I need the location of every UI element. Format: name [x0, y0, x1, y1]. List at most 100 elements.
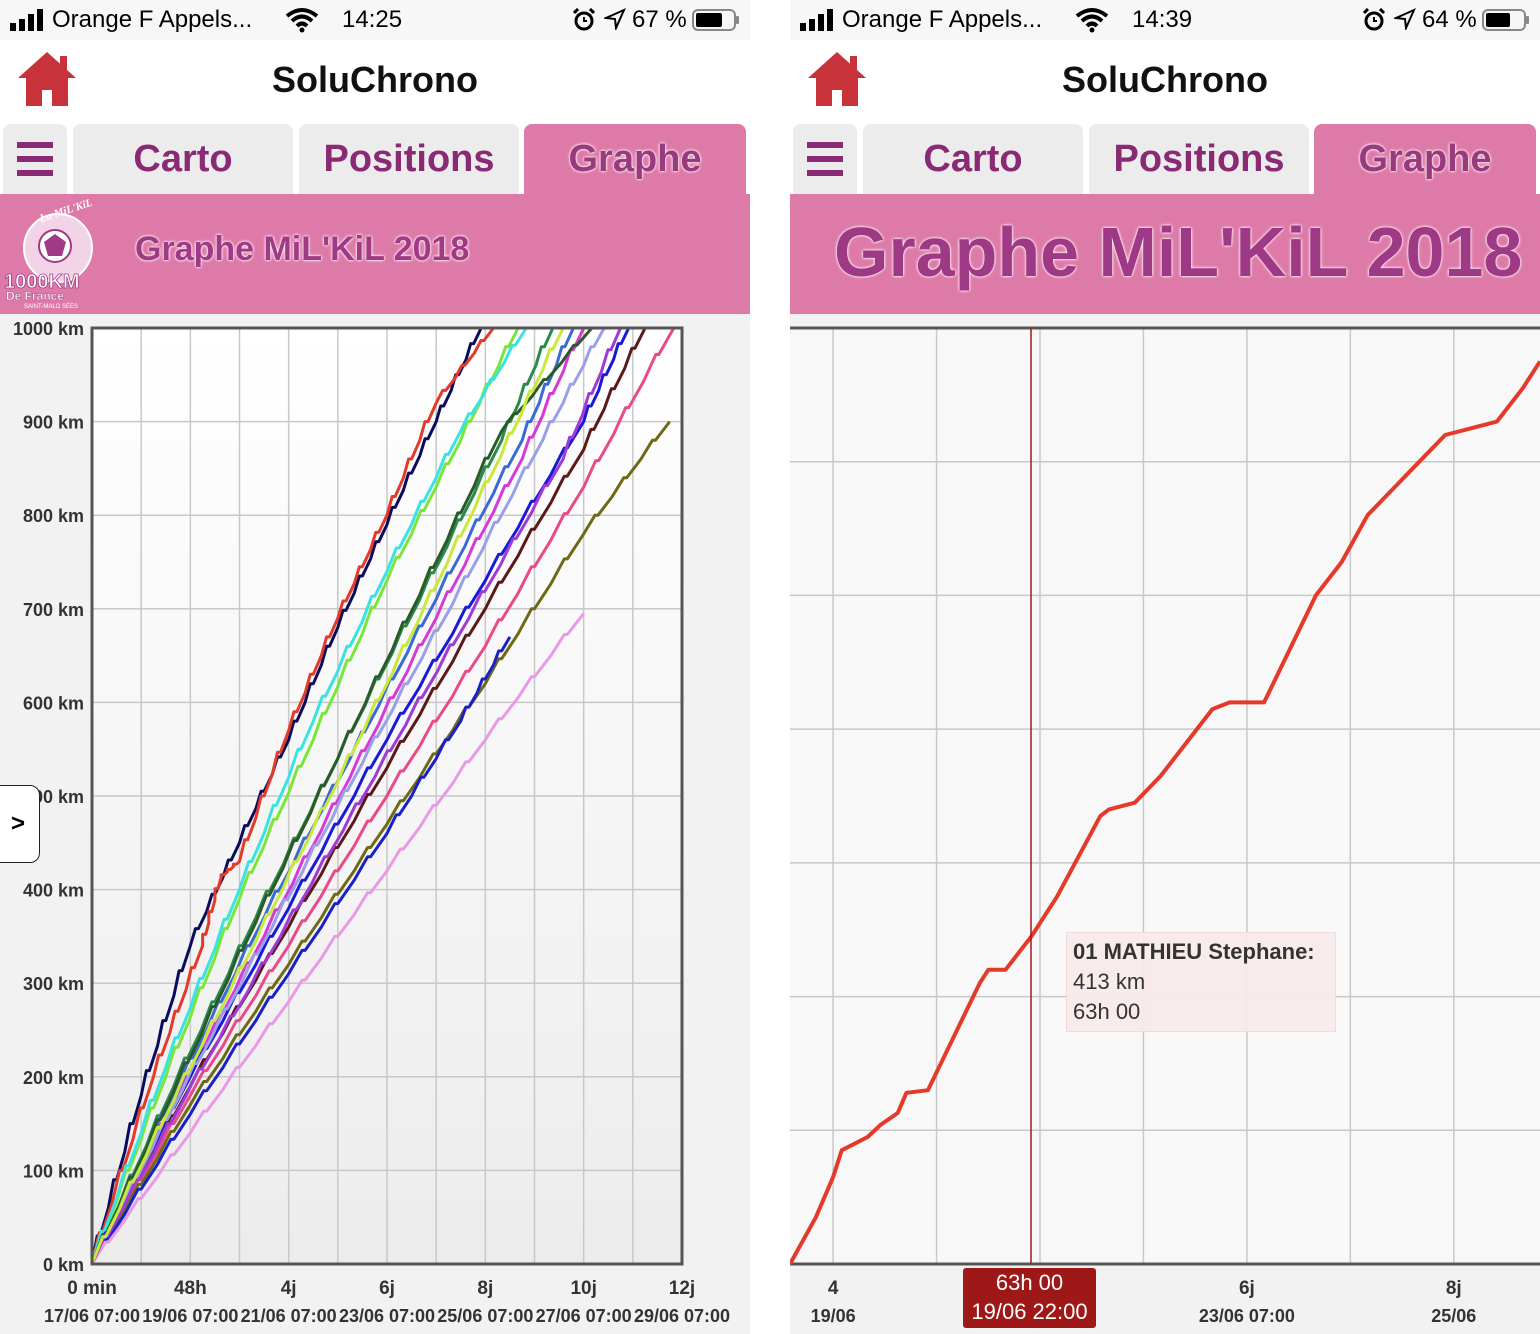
series-line	[90, 636, 512, 1265]
menu-button[interactable]	[793, 124, 857, 194]
page-title: Graphe MiL'KiL 2018	[135, 230, 470, 268]
y-tick-label: 0 km	[43, 1255, 84, 1275]
hamburger-menu-icon	[807, 142, 843, 176]
y-tick-label: 700 km	[23, 600, 84, 620]
status-bar: Orange F Appels... 14:39 64 %	[790, 0, 1540, 40]
crosshair-time-label: 63h 00 19/06 22:00	[963, 1268, 1096, 1328]
panel-toggle-button[interactable]: >	[0, 785, 40, 863]
y-tick-label: 900 km	[23, 413, 84, 433]
x-tick-label: 10j	[570, 1278, 596, 1299]
hamburger-menu-icon	[17, 142, 53, 176]
clock-time: 14:25	[342, 6, 403, 33]
app-header: SoluChrono	[0, 40, 750, 120]
tooltip-time: 63h 00	[1073, 999, 1141, 1024]
plot-border	[90, 326, 684, 1266]
app-header: SoluChrono	[790, 40, 1540, 120]
home-icon[interactable]	[806, 50, 868, 108]
location-arrow-icon	[604, 8, 626, 30]
page-title: Graphe MiL'KiL 2018	[834, 213, 1523, 291]
crosshair-datetime: 19/06 22:00	[971, 1299, 1088, 1324]
tooltip-runner-name: 01 MATHIEU Stephane:	[1073, 939, 1315, 964]
y-tick-label: 300 km	[23, 974, 84, 994]
x-tick-label: 0 min	[67, 1278, 117, 1299]
series-line	[790, 360, 1540, 1265]
battery-icon	[1482, 9, 1529, 31]
y-tick-label: 400 km	[23, 881, 84, 901]
x-tick-date-label: 21/06 07:00	[241, 1306, 337, 1326]
tab-graphe[interactable]: Graphe	[1314, 124, 1536, 194]
x-tick-date-label: 29/06 07:00	[634, 1306, 730, 1326]
signal-icon	[800, 9, 833, 31]
tooltip-distance: 413 km	[1073, 969, 1146, 994]
page-banner: 1000KM De France Graphe MiL'KiL 2018	[790, 194, 1540, 314]
x-tick-label: 48h	[174, 1278, 207, 1299]
series-line	[90, 327, 528, 1265]
series-line	[90, 327, 606, 1265]
app-title: SoluChrono	[272, 59, 478, 100]
series-line	[90, 327, 520, 1265]
chart-area: 0 km 100 km 200 km 300 km 400 km 500 km 600 km…	[0, 314, 750, 1334]
x-tick-label: 6j	[1239, 1278, 1255, 1299]
battery-percent: 64 %	[1422, 6, 1477, 33]
plot-background	[790, 328, 1540, 1264]
tab-bar: Carto Positions Graphe	[0, 120, 750, 194]
x-tick-date-label: 23/06 07:00	[1199, 1306, 1295, 1326]
home-icon[interactable]	[16, 50, 78, 108]
location-arrow-icon	[1394, 8, 1416, 30]
milkil-logo: 1000KM De France	[790, 196, 810, 312]
tab-carto[interactable]: Carto	[73, 124, 293, 194]
svg-text:De France: De France	[6, 289, 64, 303]
alarm-icon	[1362, 8, 1386, 31]
series-line	[90, 327, 622, 1265]
crosshair-elapsed: 63h 00	[995, 1270, 1064, 1295]
milkil-logo: La MiL'KiL 1000KM De France SAINT-MALO S…	[4, 197, 95, 310]
series-line	[90, 420, 671, 1265]
series-line	[90, 327, 676, 1265]
x-tick-date-label: 17/06 07:00	[44, 1306, 140, 1326]
svg-text:1000KM: 1000KM	[4, 271, 80, 293]
y-tick-label: 200 km	[23, 1068, 84, 1088]
phone-screen-detail: Orange F Appels... 14:39 64 % SoluChrono…	[790, 0, 1540, 1334]
alarm-icon	[572, 8, 596, 31]
y-tick-label: 600 km	[23, 693, 84, 713]
wifi-icon	[1075, 8, 1109, 33]
carrier-label: Orange F Appels...	[842, 6, 1043, 33]
x-tick-label: 4j	[281, 1278, 297, 1299]
x-tick-date-label: 19/06	[811, 1306, 856, 1326]
signal-icon	[10, 9, 43, 31]
series-line	[90, 327, 594, 1265]
y-tick-label: 100 km	[23, 1161, 84, 1181]
series-line	[90, 327, 483, 1265]
tab-positions[interactable]: Positions	[1089, 124, 1309, 194]
tab-graphe[interactable]: Graphe	[524, 124, 746, 194]
data-tooltip: 01 MATHIEU Stephane: 413 km 63h 00	[1066, 932, 1336, 1032]
svg-text:SAINT-MALO SÉES: SAINT-MALO SÉES	[24, 303, 78, 310]
x-tick-label: 8j	[1446, 1278, 1462, 1299]
phone-screen-overview: Orange F Appels... 14:25 67 % SoluChrono…	[0, 0, 750, 1334]
x-tick-label: 6j	[379, 1278, 395, 1299]
battery-icon	[692, 9, 739, 31]
x-tick-date-label: 23/06 07:00	[339, 1306, 435, 1326]
wifi-icon	[285, 8, 319, 33]
carrier-label: Orange F Appels...	[52, 6, 253, 33]
tab-positions[interactable]: Positions	[299, 124, 519, 194]
x-tick-date-label: 27/06 07:00	[536, 1306, 632, 1326]
x-tick-date-label: 25/06 07:00	[437, 1306, 533, 1326]
tab-bar: Carto Positions Graphe	[790, 120, 1540, 194]
tab-carto[interactable]: Carto	[863, 124, 1083, 194]
y-tick-label: 1000 km	[13, 319, 84, 339]
page-banner: La MiL'KiL 1000KM De France SAINT-MALO S…	[0, 194, 750, 314]
battery-percent: 67 %	[632, 6, 687, 33]
screenshot-divider	[750, 0, 790, 1334]
x-tick-label: 8j	[477, 1278, 493, 1299]
x-tick-date-label: 19/06 07:00	[142, 1306, 238, 1326]
status-bar: Orange F Appels... 14:25 67 %	[0, 0, 750, 40]
series-line	[90, 612, 585, 1265]
clock-time: 14:39	[1132, 6, 1193, 33]
menu-button[interactable]	[3, 124, 67, 194]
series-line	[90, 327, 495, 1265]
x-tick-label: 4	[828, 1278, 839, 1299]
